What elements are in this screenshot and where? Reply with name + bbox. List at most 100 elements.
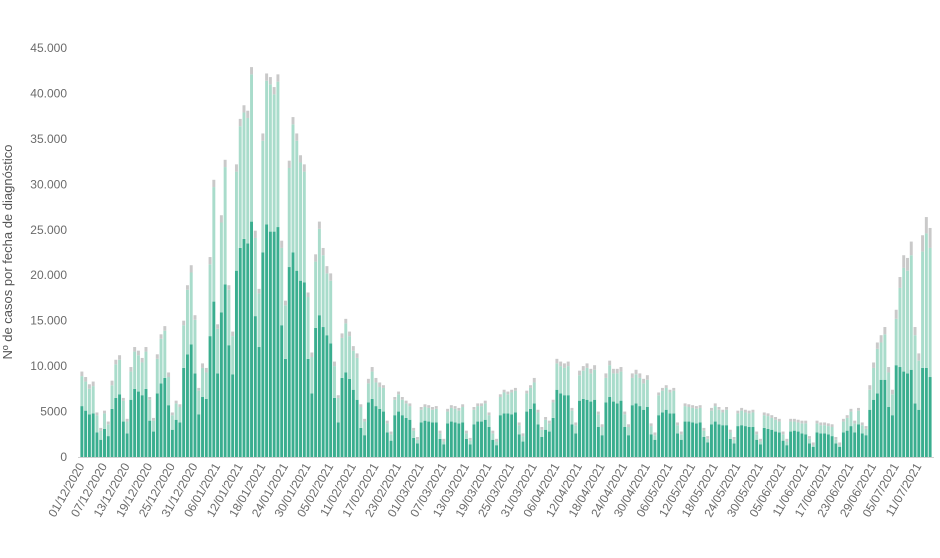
bar-segment-series-2 [909,241,913,256]
bar-segment-series-1 [121,400,125,422]
bar-segment-series-2 [796,419,800,423]
bar-segment-series-0 [536,424,540,457]
bar-segment-series-1 [389,434,393,441]
bar-segment-series-1 [159,338,163,384]
bar-segment-series-1 [864,428,868,436]
bar-segment-series-2 [721,409,725,413]
bar-segment-series-2 [694,406,698,409]
bar-segment-series-0 [649,434,653,457]
bar-segment-series-0 [80,406,84,457]
bar-segment-series-2 [299,155,303,163]
bar-segment-series-1 [272,94,276,232]
bar-segment-series-0 [728,438,732,457]
bar-segment-series-0 [917,409,921,457]
bar-segment-series-1 [257,293,261,348]
x-axis-ticks: 01/12/202007/12/202013/12/202019/12/2020… [45,460,924,519]
bar-segment-series-1 [789,421,793,432]
bar-segment-series-0 [510,414,514,457]
bar-segment-series-2 [906,257,909,271]
bar-segment-series-1 [634,374,638,404]
bar-segment-series-0 [653,439,657,457]
bar-segment-series-2 [913,327,917,336]
bar-segment-series-2 [619,367,623,372]
bar-segment-series-2 [883,327,887,335]
bar-segment-series-1 [193,319,197,374]
bar-segment-series-2 [887,367,891,373]
y-tick-label: 5000 [40,405,67,419]
bar-segment-series-2 [849,408,853,412]
bar-segment-series-0 [589,401,593,457]
bar-segment-series-0 [709,424,713,457]
bar-segment-series-1 [216,328,220,374]
bar-segment-series-0 [732,443,736,457]
bar-segment-series-2 [446,408,450,412]
bar-segment-series-0 [174,419,178,457]
bar-segment-series-1 [329,280,333,344]
bar-segment-series-1 [921,251,925,368]
bar-segment-series-1 [302,171,306,283]
bar-segment-series-1 [887,372,891,408]
bar-segment-series-1 [845,417,849,431]
bar-segment-series-2 [170,412,174,416]
bar-segment-series-0 [924,367,928,457]
y-tick-label: 45.000 [30,41,67,55]
bar-segment-series-1 [853,423,857,433]
bar-segment-series-0 [400,415,404,457]
bar-segment-series-0 [283,358,287,457]
bar-segment-series-2 [91,381,95,387]
bar-segment-series-0 [604,402,608,457]
bar-segment-series-2 [513,387,517,391]
bar-segment-series-1 [743,412,747,427]
bar-segment-series-2 [302,164,306,172]
bar-segment-series-0 [280,325,284,457]
bar-segment-series-2 [261,133,265,141]
bar-segment-series-1 [87,388,91,415]
bar-segment-series-1 [555,363,559,390]
bar-segment-series-1 [174,403,178,420]
bar-segment-series-2 [491,430,495,434]
bar-segment-series-2 [287,160,291,168]
bar-segment-series-2 [525,390,529,394]
bar-segment-series-1 [314,261,318,328]
bar-segment-series-0 [751,427,755,457]
bar-segment-series-1 [129,371,133,400]
bar-segment-series-1 [638,377,642,407]
bar-segment-series-1 [268,84,272,232]
bar-segment-series-2 [762,412,766,416]
bar-segment-series-2 [317,221,321,229]
bar-segment-series-1 [536,412,540,425]
bar-segment-series-2 [860,422,864,426]
bar-segment-series-2 [148,397,152,400]
bar-segment-series-0 [118,394,122,457]
bar-segment-series-0 [310,393,314,457]
bar-segment-series-2 [193,315,197,320]
bar-segment-series-2 [743,409,747,413]
y-tick-label: 20.000 [30,268,67,282]
bar-segment-series-0 [144,388,148,457]
bar-segment-series-1 [747,413,751,427]
bar-segment-series-0 [167,405,171,457]
bar-segment-series-1 [306,297,310,359]
bar-segment-series-0 [875,393,879,457]
bar-segment-series-2 [857,407,860,411]
bar-segment-series-1 [808,438,811,444]
bar-segment-series-0 [721,425,725,457]
bar-segment-series-2 [826,423,830,427]
bar-segment-series-1 [917,360,921,410]
bar-segment-series-0 [691,422,695,457]
bar-segment-series-1 [619,371,623,401]
y-tick-label: 0 [60,450,67,464]
bar-segment-series-1 [261,140,265,253]
bar-segment-series-2 [423,404,427,408]
bar-segment-series-1 [770,417,774,430]
bar-segment-series-0 [159,383,163,457]
bar-segment-series-1 [212,187,216,302]
bar-segment-series-2 [679,431,683,435]
bar-segment-series-2 [163,326,167,331]
bar-segment-series-0 [363,435,367,457]
bar-segment-series-1 [544,419,548,430]
bar-segment-series-2 [185,285,189,290]
bar-segment-series-1 [736,413,740,427]
bar-segment-series-0 [340,377,344,457]
bar-segment-series-2 [845,415,849,418]
